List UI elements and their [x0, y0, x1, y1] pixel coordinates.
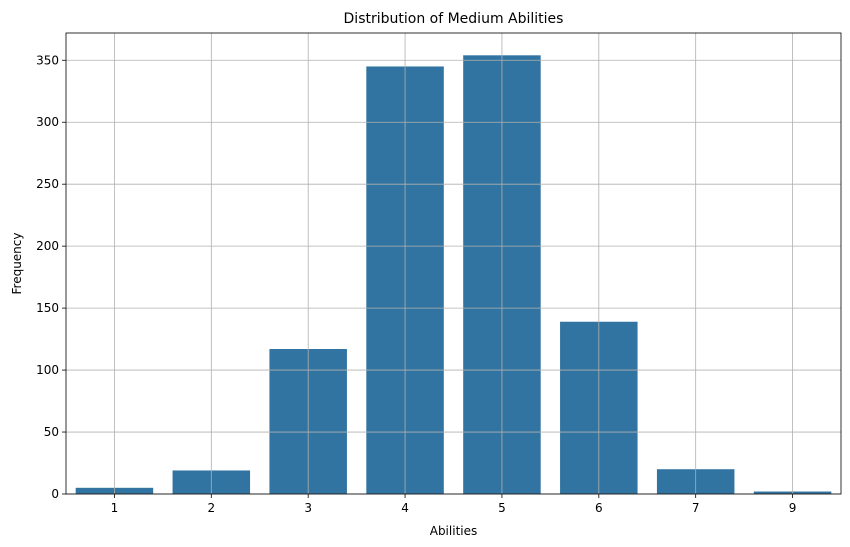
x-tick-label: 7	[692, 501, 700, 515]
bars	[75, 55, 832, 494]
y-tick-label: 250	[36, 177, 59, 191]
y-tick-label: 0	[51, 487, 59, 501]
y-tick-label: 300	[36, 115, 59, 129]
y-tick-label: 50	[44, 425, 59, 439]
x-tick-label: 9	[789, 501, 797, 515]
x-tick-label: 6	[595, 501, 603, 515]
x-tick-label: 5	[498, 501, 506, 515]
axis-ticks: 0 50 100 150 200 250 300 350 1 2 3 4 5 6 7 9	[36, 53, 796, 515]
y-tick-label: 350	[36, 53, 59, 67]
grid-lines	[66, 33, 841, 495]
x-axis-title: Abilities	[430, 524, 478, 538]
x-tick-label: 4	[401, 501, 409, 515]
y-tick-label: 200	[36, 239, 59, 253]
y-axis-title: Frequency	[10, 233, 24, 295]
y-tick-label: 150	[36, 301, 59, 315]
chart-title: Distribution of Medium Abilities	[344, 11, 564, 27]
y-tick-label: 100	[36, 363, 59, 377]
x-tick-label: 3	[304, 501, 312, 515]
x-tick-label: 1	[111, 501, 119, 515]
plot-area-frame	[65, 32, 842, 495]
x-tick-label: 2	[207, 501, 215, 515]
